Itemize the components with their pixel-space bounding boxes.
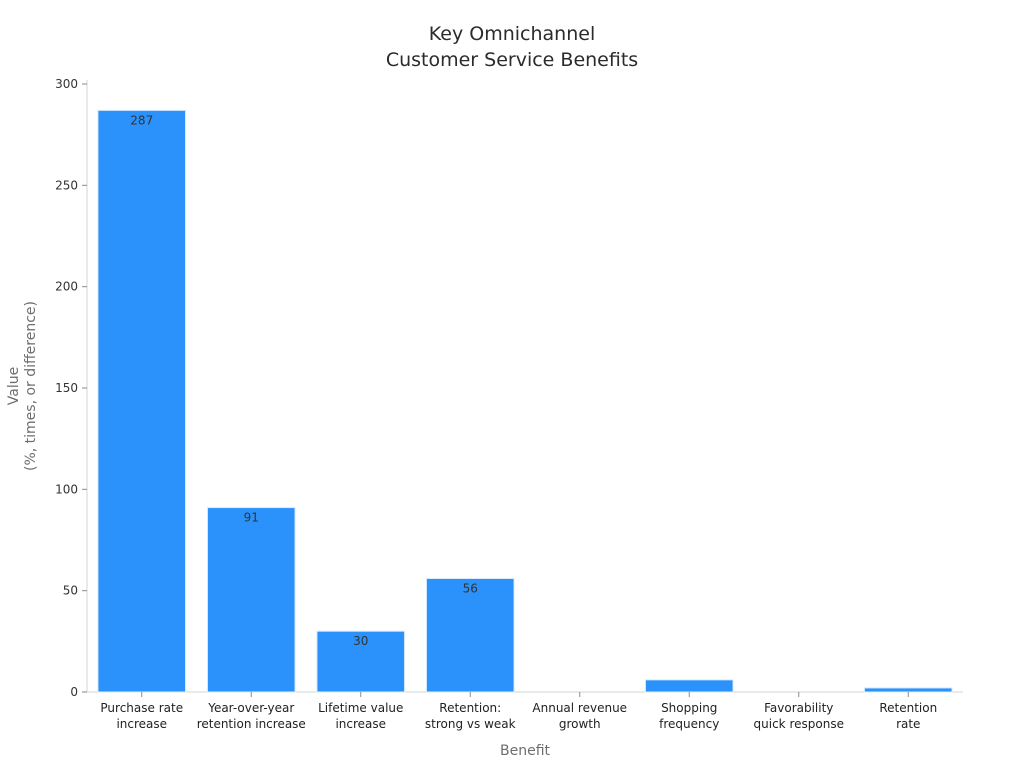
- x-tick-label: Year-over-year: [207, 701, 294, 715]
- y-tick-label: 0: [70, 685, 78, 699]
- y-tick-label: 300: [55, 77, 78, 91]
- y-tick-label: 100: [55, 482, 78, 496]
- x-axis-ticks: Purchase rate increase Year-over-year reten…: [100, 692, 937, 731]
- bar: [425, 578, 515, 693]
- x-tick-label: Purchase rate: [100, 701, 183, 715]
- chart-title-line-1: Key Omnichannel: [429, 23, 595, 45]
- bar-value-label: 287: [130, 113, 153, 127]
- y-axis-title-line-1: Value: [6, 367, 22, 405]
- y-axis-ticks: 0 50 100 150 200 250 300: [55, 77, 87, 699]
- x-tick-label: Lifetime value: [318, 701, 403, 715]
- y-axis-title-line-2: (%, times, or difference): [23, 301, 39, 471]
- x-tick-label: increase: [116, 717, 167, 731]
- chart-title-line-2: Customer Service Benefits: [386, 49, 638, 71]
- x-tick-label: quick response: [754, 717, 844, 731]
- x-tick-label: Annual revenue: [532, 701, 627, 715]
- chart-title: Key Omnichannel Customer Service Benefit…: [386, 23, 638, 71]
- x-tick-label: growth: [559, 717, 601, 731]
- x-tick-label: increase: [335, 717, 386, 731]
- bar: [316, 630, 406, 693]
- bar: [863, 687, 953, 693]
- x-tick-label: rate: [896, 717, 920, 731]
- bar: [644, 679, 734, 693]
- x-tick-label: Favorability: [764, 701, 833, 715]
- bar: [206, 507, 296, 693]
- y-tick-label: 200: [55, 280, 78, 294]
- bars: 287 91 30 56: [97, 109, 953, 693]
- bar-value-label: 91: [244, 511, 259, 525]
- x-tick-label: retention increase: [197, 717, 306, 731]
- y-axis-title: Value (%, times, or difference): [6, 301, 39, 471]
- x-tick-label: Retention:: [439, 701, 501, 715]
- y-tick-label: 50: [63, 584, 78, 598]
- y-tick-label: 250: [55, 178, 78, 192]
- y-tick-label: 150: [55, 381, 78, 395]
- bar-value-label: 56: [463, 582, 478, 596]
- bar: [97, 109, 187, 693]
- x-axis-title: Benefit: [500, 743, 551, 759]
- x-tick-label: strong vs weak: [425, 717, 516, 731]
- x-tick-label: frequency: [659, 717, 719, 731]
- x-tick-label: Shopping: [661, 701, 717, 715]
- x-tick-label: Retention: [879, 701, 937, 715]
- bar-value-label: 30: [353, 634, 368, 648]
